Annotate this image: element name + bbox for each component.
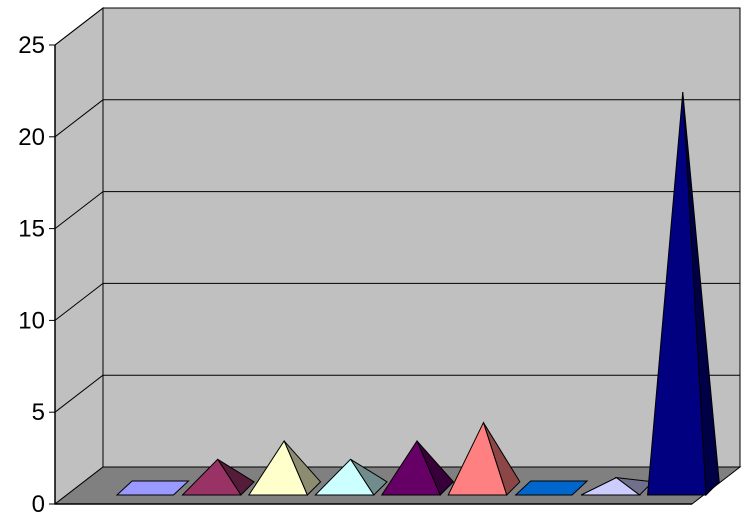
pyramid-bar <box>514 480 589 496</box>
pyramid-bar <box>115 480 190 496</box>
pyramid-front <box>580 477 642 496</box>
gridline-side <box>54 99 104 138</box>
pyramid-front <box>247 439 309 496</box>
y-tick-labels: 0 5 10 15 20 25 <box>18 32 45 518</box>
pyramid-base <box>514 480 589 496</box>
gridline-side <box>54 7 104 46</box>
y-tick-label: 15 <box>18 216 45 243</box>
y-tick-label: 10 <box>18 307 45 334</box>
y-tick-label: 25 <box>18 32 45 59</box>
pyramid-bar <box>580 476 654 496</box>
pyramid-bar <box>181 458 255 496</box>
gridline-side <box>54 191 104 229</box>
chart-walls <box>54 6 741 506</box>
y-tick-label: 20 <box>18 124 45 151</box>
pyramid-bar <box>447 421 521 496</box>
pyramid-front <box>647 92 707 496</box>
back-wall <box>102 7 741 468</box>
y-tick-label: 5 <box>32 399 45 426</box>
pyramid-front <box>181 458 242 496</box>
pyramid-base <box>115 480 190 496</box>
gridline-side <box>54 283 104 321</box>
pyramid-bars <box>115 92 720 497</box>
pyramid-bar <box>647 92 720 497</box>
y-tick-label: 0 <box>32 491 45 518</box>
pyramid-bar <box>314 458 388 496</box>
pyramid-bar <box>380 439 455 496</box>
gridline-side <box>54 374 104 413</box>
pyramid-bar <box>247 439 322 496</box>
pyramid-front <box>314 458 375 496</box>
y-axis <box>49 44 692 505</box>
side-wall <box>54 6 104 506</box>
pyramid-front <box>447 421 508 496</box>
gridlines <box>54 7 740 413</box>
pyramid-front <box>380 439 441 496</box>
